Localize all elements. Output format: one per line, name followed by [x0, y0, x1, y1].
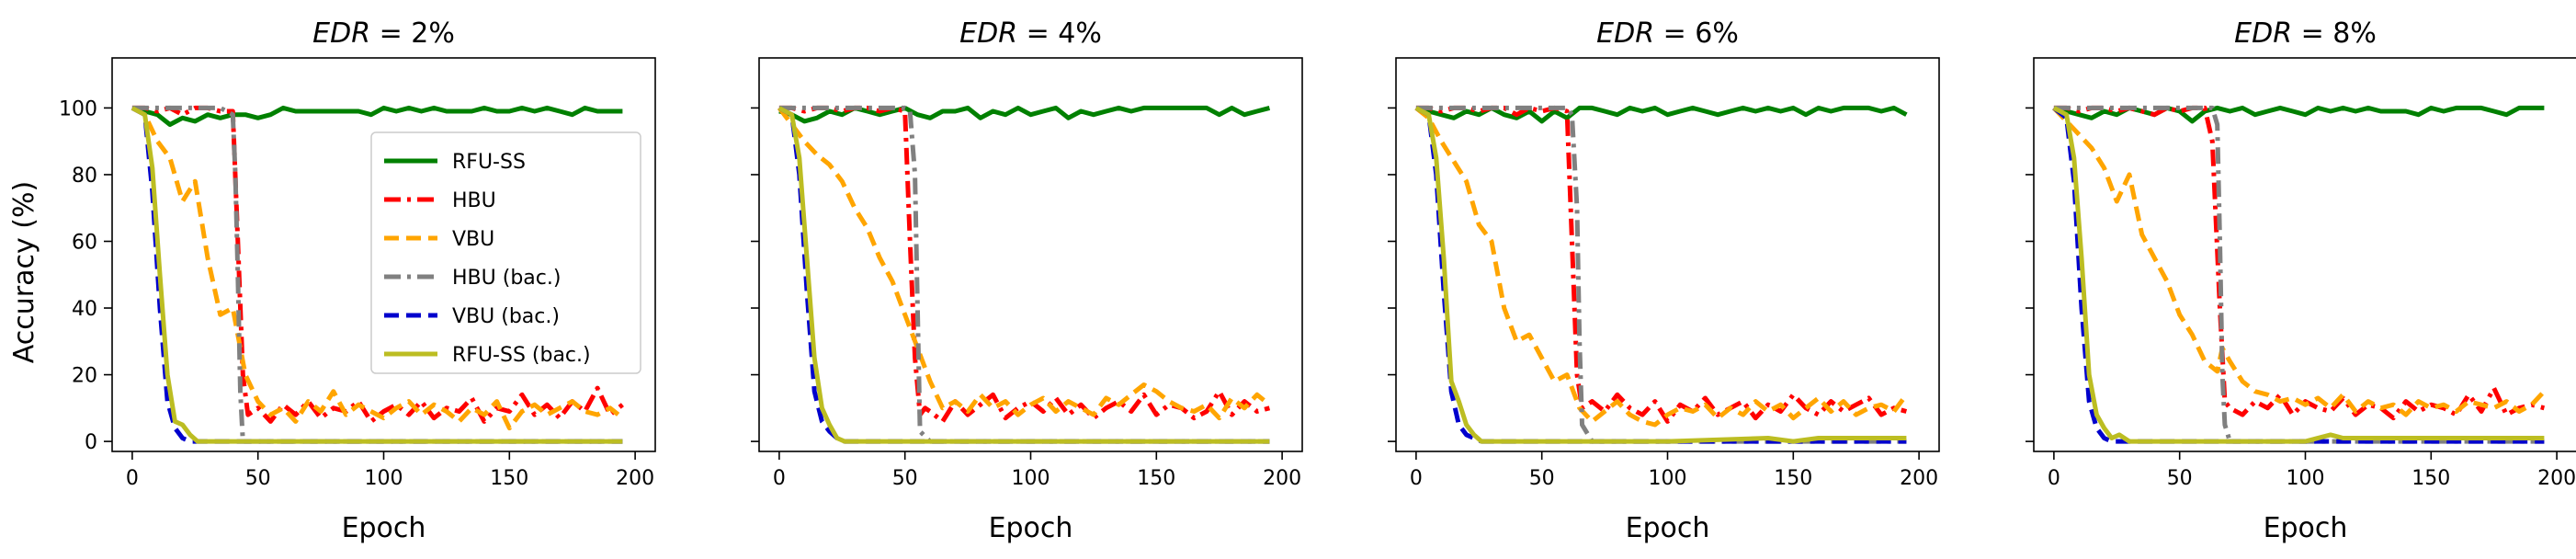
y-tick-label: 80 — [72, 165, 97, 188]
x-tick-label: 50 — [2167, 467, 2193, 490]
x-tick-label: 150 — [490, 467, 528, 490]
series-line-rfu-ss — [131, 105, 623, 127]
x-tick-label: 200 — [616, 467, 654, 490]
series-line-hbu-bac — [131, 105, 623, 444]
x-tick-label: 100 — [1649, 467, 1687, 490]
series-line-hbu-bac — [2053, 105, 2545, 444]
x-tick-label: 0 — [773, 467, 786, 490]
legend-entry-label: HBU — [452, 189, 496, 212]
x-tick-label: 100 — [2287, 467, 2325, 490]
title-variable: EDR — [959, 17, 1017, 50]
panel-edr-8: EDR = 8% 0 50 100 150 200 Epoch — [2026, 17, 2576, 544]
panel-title: EDR = 6% — [1596, 17, 1739, 50]
panel-edr-6: EDR = 6% 0 50 100 150 200 Epoch — [1388, 17, 1940, 544]
series-line-rfu-ss-bac — [131, 106, 623, 444]
legend: RFU-SS HBU VBU HBU (bac.) VBU (bac.) RFU-SS (… — [370, 131, 641, 374]
title-variable: EDR — [312, 17, 370, 50]
x-axis-label: Epoch — [1626, 512, 1710, 544]
legend-entry-label: RFU-SS (bac.) — [452, 344, 591, 367]
x-tick-label: 0 — [1410, 467, 1423, 490]
y-tick-label: 100 — [59, 97, 97, 120]
legend-entry-label: VBU — [452, 228, 494, 251]
legend-entry-label: VBU (bac.) — [452, 305, 560, 328]
series-line-vbu — [1414, 106, 1909, 428]
x-axis-label: Epoch — [2264, 512, 2348, 544]
legend-entry-label: HBU (bac.) — [452, 267, 561, 290]
x-axis-label: Epoch — [989, 512, 1073, 544]
y-tick-label: 60 — [72, 231, 97, 254]
x-tick-label: 0 — [126, 467, 139, 490]
series-line-hbu — [1415, 105, 1908, 424]
x-tick-label: 100 — [1012, 467, 1050, 490]
panel-edr-4: EDR = 4% 0 50 100 150 200 Epoch — [751, 17, 1303, 544]
series-line-vbu-bac — [1414, 106, 1907, 444]
series-group — [131, 105, 624, 444]
series-line-vbu — [777, 106, 1271, 421]
series-line-rfu-ss-bac — [777, 106, 1270, 444]
series-line-hbu — [131, 105, 624, 424]
x-tick-label: 50 — [892, 467, 918, 490]
x-tick-label: 50 — [1529, 467, 1555, 490]
title-equals: = — [2292, 17, 2332, 50]
title-value: 2% — [411, 17, 455, 50]
legend-entry-label: RFU-SS — [452, 151, 526, 174]
x-tick-label: 50 — [245, 467, 271, 490]
series-line-vbu-bac — [777, 106, 1270, 444]
x-tick-label: 150 — [1137, 467, 1175, 490]
y-tick-label: 40 — [72, 298, 97, 321]
title-variable: EDR — [2234, 17, 2292, 50]
series-line-vbu-bac — [2052, 106, 2545, 444]
series-line-rfu-ss — [1415, 105, 1908, 124]
y-tick-label: 0 — [85, 431, 97, 454]
series-group — [1414, 105, 1909, 444]
series-line-hbu-bac — [778, 105, 1270, 444]
x-tick-label: 200 — [1900, 467, 1938, 490]
series-line-hbu-bac — [1415, 105, 1907, 444]
x-axis-label: Epoch — [342, 512, 426, 544]
title-equals: = — [1654, 17, 1695, 50]
panel-title: EDR = 2% — [312, 17, 455, 50]
series-line-vbu — [131, 106, 624, 431]
series-line-vbu — [2052, 106, 2547, 417]
panel-edr-2: EDR = 2% 0 50 100 150 200 0 20 40 60 80 100 Epoch — [59, 17, 656, 544]
plot-frame — [758, 57, 1303, 452]
series-group — [2052, 105, 2547, 444]
series-line-hbu — [778, 105, 1271, 424]
x-tick-label: 150 — [1774, 467, 1812, 490]
x-tick-label: 100 — [365, 467, 403, 490]
x-tick-label: 200 — [1263, 467, 1301, 490]
title-equals: = — [370, 17, 411, 50]
title-value: 8% — [2332, 17, 2377, 50]
legend-frame — [370, 131, 641, 374]
y-axis-label: Accuracy (%) — [8, 181, 40, 363]
panel-title: EDR = 4% — [959, 17, 1102, 50]
title-variable: EDR — [1596, 17, 1654, 50]
title-value: 4% — [1058, 17, 1102, 50]
title-value: 6% — [1695, 17, 1739, 50]
plot-frame — [1395, 57, 1940, 452]
series-line-hbu — [2053, 105, 2546, 421]
x-tick-label: 0 — [2048, 467, 2060, 490]
title-equals: = — [1017, 17, 1058, 50]
series-group — [777, 105, 1271, 444]
series-line-rfu-ss-bac — [2052, 106, 2545, 444]
x-tick-label: 150 — [2411, 467, 2450, 490]
panel-title: EDR = 8% — [2234, 17, 2377, 50]
y-tick-label: 20 — [72, 365, 97, 388]
series-line-rfu-ss-bac — [1414, 106, 1907, 444]
x-tick-label: 200 — [2537, 467, 2576, 490]
